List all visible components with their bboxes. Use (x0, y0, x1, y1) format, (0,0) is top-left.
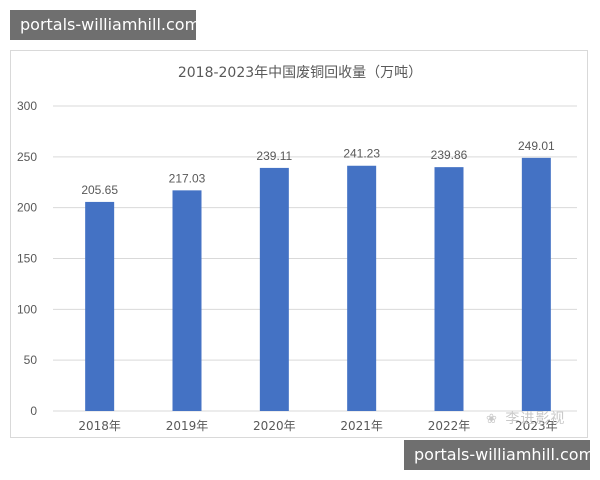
bars (85, 157, 551, 411)
bar (521, 157, 551, 411)
signature: ❀ 李进影视 (486, 408, 565, 428)
x-tick-label: 2020年 (253, 419, 296, 433)
bar (172, 190, 202, 411)
data-label: 249.01 (518, 139, 555, 153)
watermark-top: portals-williamhill.com (10, 10, 200, 40)
y-tick-label: 250 (17, 150, 37, 164)
x-axis-ticks: 2018年 2019年 2020年 2021年 2022年 2023年 (78, 419, 557, 433)
y-tick-label: 100 (17, 302, 37, 316)
x-tick-label: 2018年 (78, 419, 121, 433)
bar (259, 167, 289, 411)
data-label: 239.11 (256, 149, 292, 163)
data-labels: 205.65 217.03 239.11 241.23 239.86 249.01 (81, 139, 555, 197)
data-label: 205.65 (81, 183, 118, 197)
x-tick-label: 2021年 (340, 419, 383, 433)
wechat-icon: ❀ (486, 412, 498, 427)
x-tick-label: 2019年 (166, 419, 209, 433)
bar (85, 201, 115, 411)
x-tick-label: 2023年 (515, 419, 558, 433)
data-label: 239.86 (431, 148, 468, 162)
y-tick-label: 150 (17, 252, 37, 266)
signature-text: 李进影视 (505, 411, 566, 427)
bar-chart: 2018-2023年中国废铜回收量（万吨） 0 50 100 150 200 250 300… (17, 65, 577, 433)
y-tick-label: 50 (24, 353, 38, 367)
y-tick-label: 200 (17, 201, 37, 215)
y-tick-label: 300 (17, 99, 37, 113)
y-tick-label: 0 (30, 404, 37, 418)
watermark-bottom: portals-williamhill.com (404, 440, 594, 470)
bar (347, 165, 377, 411)
y-axis-ticks: 0 50 100 150 200 250 300 (17, 99, 37, 418)
data-label: 241.23 (343, 147, 380, 161)
chart-frame: 2018-2023年中国废铜回收量（万吨） 0 50 100 150 200 250 300… (10, 50, 588, 438)
data-label: 217.03 (169, 171, 206, 185)
chart-title: 2018-2023年中国废铜回收量（万吨） (178, 65, 422, 81)
x-tick-label: 2022年 (428, 419, 471, 433)
gridlines (53, 105, 577, 412)
bar (434, 167, 464, 411)
